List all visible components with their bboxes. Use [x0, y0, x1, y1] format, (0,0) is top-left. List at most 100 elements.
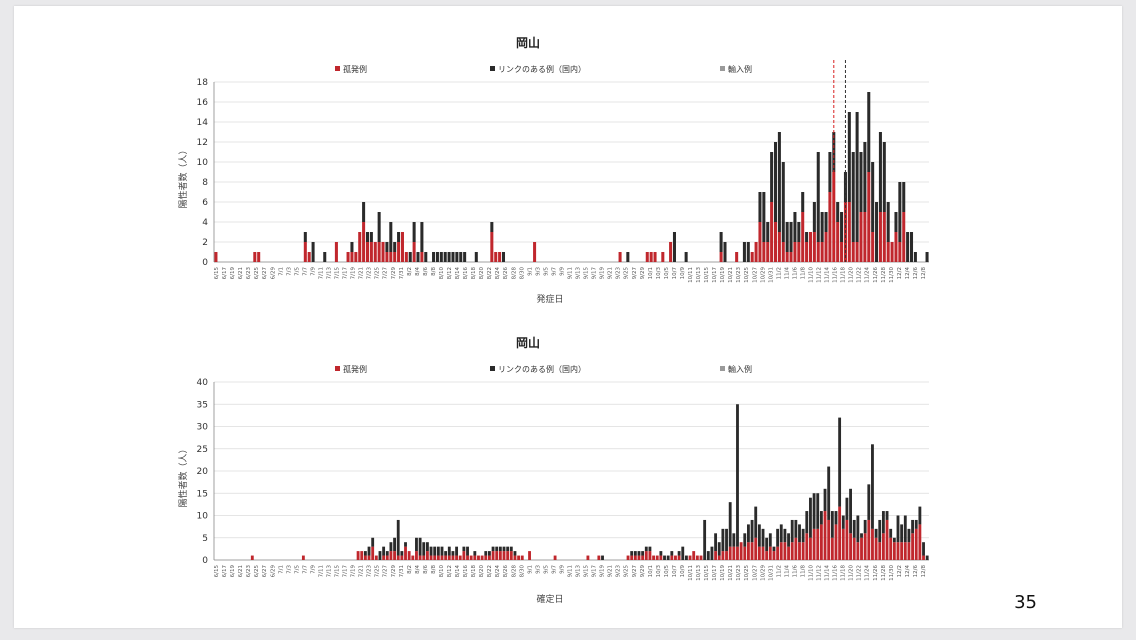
chart1-bar-isolated: [356, 551, 360, 560]
chart1-bar-isolated: [455, 555, 459, 560]
chart1-bar-isolated: [473, 555, 477, 560]
chart0-bar-linked: [626, 252, 630, 262]
chart1-bar-isolated: [466, 555, 469, 560]
chart1-bar-linked: [907, 528, 911, 543]
chart1-xtick-label: 8/18: [471, 565, 477, 578]
chart0-bar-linked: [365, 232, 370, 242]
chart1-bar-isolated: [404, 546, 407, 560]
chart0-xtick-label: 11/26: [873, 267, 879, 283]
chart0-bar-isolated: [808, 232, 812, 262]
chart1-ytick-label: 30: [197, 423, 209, 433]
chart1-bar-isolated: [903, 542, 907, 560]
chart1-bar-isolated: [597, 555, 601, 560]
chart2-legend-isolated-swatch: [335, 366, 340, 371]
chart1-xtick-label: 11/14: [825, 565, 831, 581]
chart1-bar-isolated: [914, 528, 918, 560]
chart0-bar-isolated: [758, 222, 762, 262]
chart0-bar-linked: [859, 152, 863, 212]
chart1-bar-linked: [641, 551, 645, 556]
chart1-xtick-label: 8/24: [495, 565, 501, 578]
chart0-bar-isolated: [533, 242, 537, 262]
chart1-xtick-label: 6/29: [270, 565, 276, 578]
chart1-bar-linked: [892, 537, 896, 543]
chart1-bar-linked: [473, 551, 477, 556]
chart1-bar-linked: [801, 528, 805, 543]
chart0-bar-linked: [490, 222, 494, 232]
chart0-xtick-label: 7/11: [318, 267, 324, 279]
chart1-bar-isolated: [367, 555, 371, 560]
chart1-xtick-label: 12/2: [897, 565, 903, 577]
chart1-bar-isolated: [892, 542, 896, 560]
chart1-bar-linked: [798, 524, 801, 543]
chart1-bar-linked: [900, 524, 904, 543]
chart0-bar-linked: [847, 112, 851, 202]
chart0-bar-linked: [350, 242, 354, 252]
chart1-xtick-label: 7/29: [391, 565, 397, 578]
chart0-bar-isolated: [334, 242, 338, 262]
chart1-xtick-label: 7/9: [310, 565, 316, 574]
chart1-xtick-label: 8/26: [503, 565, 509, 578]
chart1-xtick-label: 11/10: [809, 565, 815, 581]
chart0-bar-isolated: [882, 212, 886, 262]
chart0-bar-linked: [746, 242, 750, 262]
chart1-bar-isolated: [677, 555, 681, 560]
chart0-bar-linked: [684, 252, 688, 262]
chart1-bar-isolated: [765, 551, 769, 560]
chart0-bar-isolated: [867, 172, 871, 262]
chart0-xtick-label: 11/2: [776, 267, 782, 279]
chart0-xtick-label: 11/24: [865, 267, 871, 283]
chart1-xtick-label: 7/23: [367, 565, 373, 578]
chart1-xtick-label: 6/19: [230, 565, 236, 578]
chart1-bar-isolated: [728, 546, 732, 560]
chart1-xtick-label: 10/11: [688, 565, 694, 581]
chart1-xtick-label: 10/21: [728, 565, 734, 581]
chart1-bar-linked: [871, 444, 874, 529]
chart1-bar-linked: [874, 528, 878, 538]
chart1-bar-isolated: [714, 551, 718, 560]
chart1-bar-linked: [633, 551, 637, 556]
chart1-bar-linked: [816, 493, 820, 529]
chart0-bar-linked: [397, 232, 401, 242]
chart1-bar-isolated: [747, 542, 750, 560]
chart1-bar-isolated: [407, 551, 411, 560]
chart1-xtick-label: 11/20: [849, 565, 855, 581]
chart1-bar-linked: [436, 546, 440, 556]
chart0-xtick-label: 11/20: [849, 267, 855, 283]
chart0-bar-linked: [909, 232, 914, 262]
chart0-xtick-label: 8/4: [415, 267, 421, 276]
chart1-title: 岡山: [516, 35, 540, 50]
chart1-bar-isolated: [911, 533, 915, 560]
chart1-xtick-label: 11/2: [776, 565, 782, 577]
chart1-bar-isolated: [509, 551, 513, 560]
chart1-bar-isolated: [553, 555, 557, 560]
chart0-bar-isolated: [770, 202, 774, 262]
chart1-legend-imported: 輸入例: [728, 64, 752, 74]
chart1-xtick-label: 12/6: [913, 565, 919, 578]
chart0-bar-isolated: [766, 242, 770, 262]
chart1-xtick-label: 6/15: [214, 565, 220, 578]
chart0-xtick-label: 7/19: [351, 267, 357, 280]
chart1-bar-isolated: [436, 555, 440, 560]
chart0-bar-linked: [812, 202, 816, 232]
chart1-xtick-label: 10/27: [752, 565, 758, 581]
chart0-ytick-label: 14: [197, 118, 209, 128]
chart1-bar-linked: [451, 551, 455, 556]
chart1-legend-linked-swatch: [490, 66, 495, 71]
chart0-ytick-label: 8: [202, 178, 208, 188]
chart0-xtick-label: 10/31: [768, 267, 774, 283]
chart1-xtick-label: 11/4: [784, 565, 790, 578]
chart1-bar-linked: [717, 542, 721, 556]
chart0-bar-linked: [863, 142, 867, 212]
chart1-xtick-label: 10/31: [768, 565, 774, 581]
chart1-xtick-label: 10/29: [760, 565, 766, 581]
chart1-bar-isolated: [776, 546, 780, 560]
chart1-bar-isolated: [440, 555, 444, 560]
chart0-xtick-label: 9/13: [576, 267, 582, 280]
chart0-xtick-label: 6/25: [254, 267, 260, 280]
chart1-bar-linked: [925, 555, 929, 560]
chart0-ytick-label: 12: [197, 138, 208, 148]
chart0-bar-linked: [871, 162, 875, 232]
chart1-bar-linked: [809, 497, 812, 538]
chart0-bar-isolated: [878, 212, 882, 262]
chart0-bar-isolated: [618, 252, 622, 262]
